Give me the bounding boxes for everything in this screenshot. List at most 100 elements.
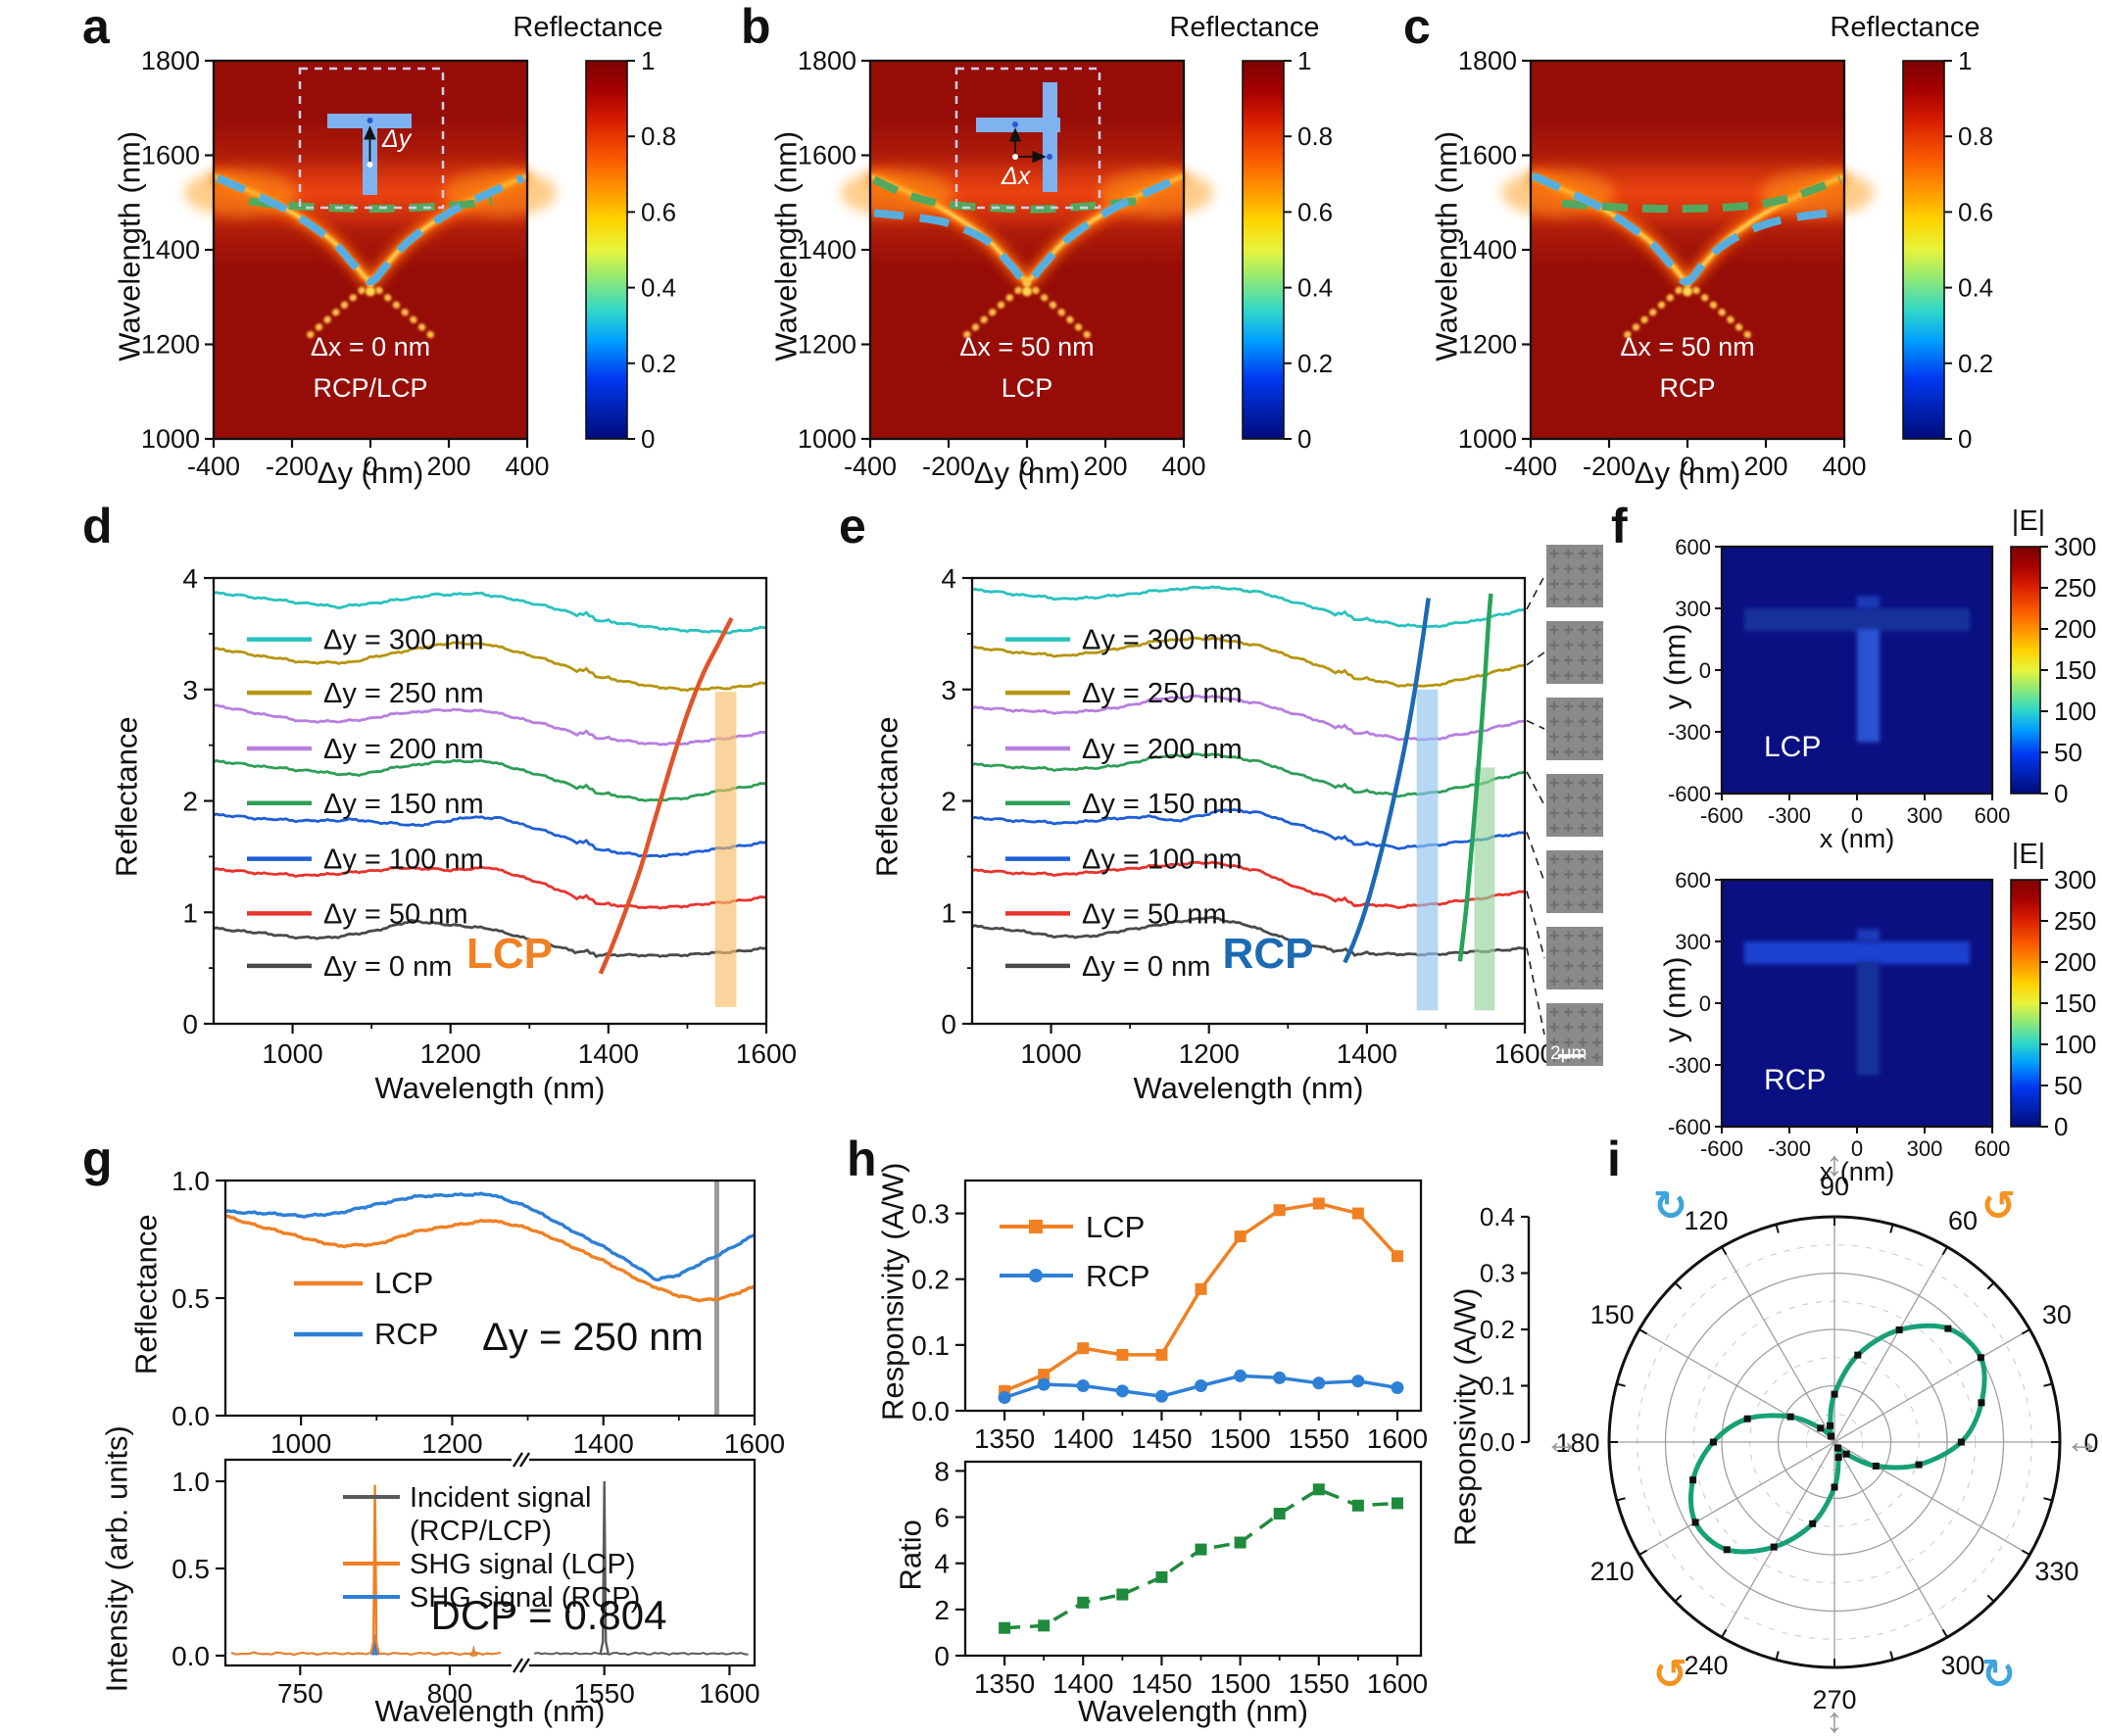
heatmap-a: -400 -200 0 200 400 1000 1200 1400 1600 1800 1 0.8 0… [141, 46, 676, 481]
svg-text:Δy = 0 nm: Δy = 0 nm [1082, 951, 1210, 983]
sem-scale-label: 2μm [1550, 1043, 1588, 1064]
sem-connector [1526, 651, 1545, 666]
svg-text:↔: ↔ [2065, 1421, 2100, 1461]
svg-text:-300: -300 [1768, 803, 1811, 828]
g-top-y-axis-label: Reflectance [128, 1214, 164, 1375]
svg-text:0.8: 0.8 [1297, 121, 1333, 151]
svg-text:-600: -600 [1700, 803, 1743, 828]
svg-text:SHG signal (RCP): SHG signal (RCP) [410, 1582, 640, 1614]
e-polarization-label: RCP [1222, 930, 1314, 978]
svg-text:1600: 1600 [1367, 1668, 1428, 1699]
svg-text:1200: 1200 [798, 330, 856, 360]
svg-text:200: 200 [1083, 452, 1127, 481]
sem-connector [1526, 947, 1545, 1036]
svg-text:0: 0 [934, 1641, 950, 1671]
i-radial-axis-label: Responsivity (A/W) [1447, 1287, 1483, 1547]
svg-text:0: 0 [1019, 452, 1034, 481]
sem-image [1546, 927, 1603, 989]
svg-text:SHG signal (LCP): SHG signal (LCP) [410, 1549, 635, 1580]
svg-text:0.0: 0.0 [171, 1641, 210, 1671]
svg-text:1600: 1600 [736, 1038, 797, 1069]
svg-text:-200: -200 [922, 452, 975, 481]
sem-connector [1526, 771, 1545, 806]
svg-text:1400: 1400 [798, 235, 856, 265]
c-annotation-2: RCP [1659, 373, 1716, 403]
svg-text:1600: 1600 [1458, 141, 1517, 170]
panel-label-f: f [1611, 499, 1628, 554]
svg-text:↕: ↕ [1826, 1700, 1843, 1736]
b-colorbar-title: Reflectance [1169, 12, 1320, 43]
heatmap-b: -400 -200 0 200 400 1000 1200 1400 1600 1800 1 0.8 0… [798, 46, 1333, 481]
g-bottom-y-axis-label: Intensity (arb. units) [99, 1425, 134, 1693]
svg-text:0.4: 0.4 [1297, 273, 1333, 303]
sem-image [1546, 774, 1603, 837]
panel-label-i: i [1607, 1132, 1621, 1186]
svg-text:↕: ↕ [1826, 1143, 1843, 1183]
svg-text:0.4: 0.4 [1480, 1202, 1515, 1231]
c-annotation-1: Δx = 50 nm [1620, 332, 1755, 362]
sem-connector [1526, 719, 1545, 730]
svg-text:1450: 1450 [1131, 1668, 1192, 1699]
panel-label-d: d [82, 499, 113, 554]
f-colorbar1-title: |E| [2011, 506, 2046, 537]
svg-text:8: 8 [934, 1456, 950, 1486]
c-x-axis-label: Δy (nm) [1634, 456, 1741, 490]
svg-text:0.8: 0.8 [1958, 121, 1993, 151]
line-chart-g2: 750 800 1550 1600 0.0 0.5 1.0 Incident signal(R… [171, 1452, 760, 1709]
svg-text:0.5: 0.5 [171, 1554, 210, 1584]
svg-text:50: 50 [2054, 738, 2082, 767]
svg-text:1400: 1400 [1337, 1038, 1397, 1069]
svg-text:Δy = 150 nm: Δy = 150 nm [1082, 789, 1243, 820]
svg-text:Δy = 50 nm: Δy = 50 nm [1082, 898, 1227, 930]
svg-text:1400: 1400 [1052, 1668, 1113, 1699]
svg-text:1400: 1400 [141, 235, 200, 265]
svg-text:150: 150 [1590, 1300, 1635, 1329]
h-x-axis-label: Wavelength (nm) [1078, 1694, 1308, 1728]
svg-text:600: 600 [1975, 1136, 2011, 1161]
svg-text:180: 180 [1555, 1428, 1599, 1458]
svg-text:0.4: 0.4 [641, 273, 676, 303]
svg-text:200: 200 [1743, 452, 1787, 481]
svg-text:-300: -300 [1668, 1053, 1711, 1078]
svg-text:1800: 1800 [1458, 46, 1517, 75]
svg-text:Δy = 50 nm: Δy = 50 nm [323, 898, 468, 930]
a-annotation-2: RCP/LCP [313, 373, 428, 403]
svg-text:200: 200 [426, 452, 470, 481]
svg-text:-600: -600 [1668, 782, 1711, 806]
svg-text:-300: -300 [1668, 720, 1711, 745]
svg-text:1550: 1550 [1289, 1668, 1349, 1699]
sem-image [1546, 698, 1603, 760]
h-bottom-y-axis-label: Ratio [893, 1519, 928, 1591]
d-x-axis-label: Wavelength (nm) [374, 1071, 606, 1105]
panel-label-h: h [847, 1132, 877, 1186]
svg-text:4: 4 [934, 1549, 950, 1579]
f-map2-x-axis-label: x (nm) [1819, 1157, 1895, 1186]
svg-text:↺: ↺ [1981, 1182, 2016, 1229]
svg-text:3: 3 [182, 675, 198, 705]
svg-text:210: 210 [1590, 1557, 1635, 1586]
d-polarization-label: LCP [466, 930, 553, 978]
svg-text:0: 0 [1680, 452, 1694, 481]
svg-text:1200: 1200 [420, 1038, 481, 1069]
f-map1-y-axis-label: y (nm) [1657, 623, 1692, 710]
svg-text:0: 0 [2083, 1428, 2098, 1458]
svg-text:-200: -200 [1583, 452, 1636, 481]
panel-label-e: e [839, 499, 866, 554]
svg-text:750: 750 [277, 1678, 323, 1709]
svg-text:-600: -600 [1700, 1136, 1743, 1161]
chart-h2: 1350 1400 1450 1500 1550 1600 0 2 4 6 8 [934, 1456, 1428, 1699]
panel-label-g: g [82, 1132, 113, 1186]
svg-text:↻: ↻ [1981, 1651, 2016, 1697]
svg-text:0: 0 [2054, 1112, 2068, 1141]
svg-text:400: 400 [1161, 452, 1205, 481]
svg-text:Δy = 100 nm: Δy = 100 nm [1082, 844, 1243, 876]
c-colorbar-title: Reflectance [1830, 12, 1980, 43]
svg-text:0: 0 [1958, 424, 1972, 454]
svg-text:300: 300 [1907, 1136, 1943, 1161]
svg-text:1400: 1400 [1052, 1423, 1113, 1454]
svg-text:1: 1 [182, 897, 198, 928]
svg-text:0: 0 [1851, 1136, 1863, 1161]
svg-text:↔: ↔ [1544, 1421, 1580, 1461]
svg-text:1000: 1000 [141, 424, 200, 454]
